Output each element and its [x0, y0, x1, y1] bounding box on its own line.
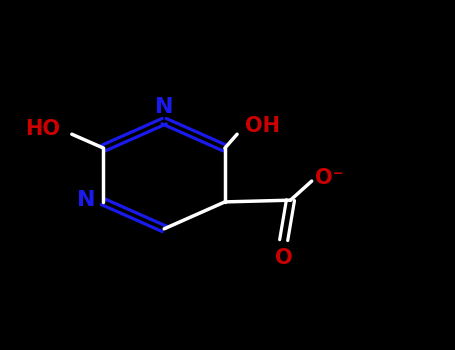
Text: O: O [275, 248, 293, 268]
Text: N: N [77, 190, 96, 210]
Text: O⁻: O⁻ [315, 168, 344, 188]
Text: HO: HO [25, 119, 61, 139]
Text: OH: OH [245, 116, 280, 135]
Text: N: N [155, 97, 173, 117]
